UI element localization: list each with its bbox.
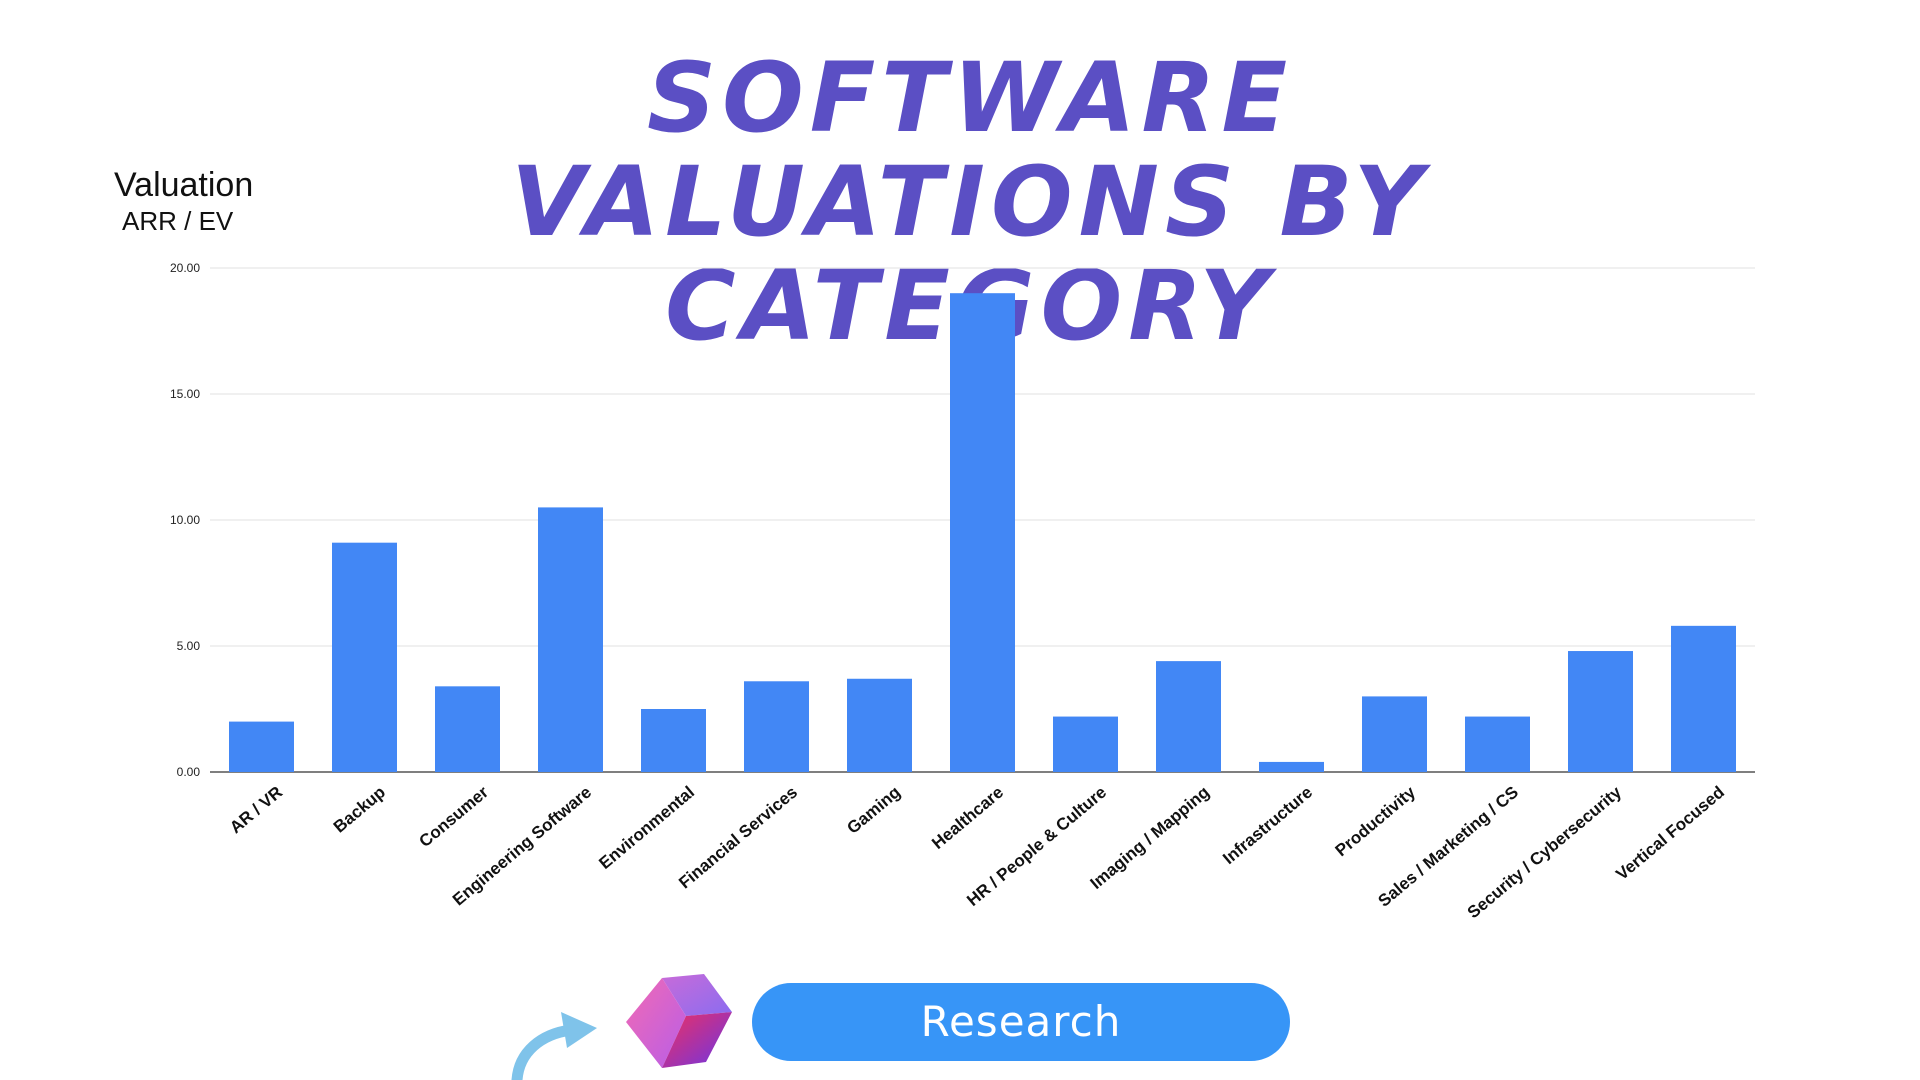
- y-tick-label: 10.00: [170, 513, 200, 527]
- gradient-cube-logo-icon: [626, 974, 732, 1068]
- x-tick-label: Productivity: [1332, 782, 1420, 860]
- bar: [332, 542, 397, 772]
- x-tick-label: Backup: [330, 783, 389, 837]
- x-tick-label: Healthcare: [928, 783, 1007, 853]
- y-tick-label: 0.00: [177, 765, 201, 779]
- x-tick-label: Gaming: [843, 783, 904, 838]
- x-tick-label: Vertical Focused: [1612, 783, 1728, 884]
- bar: [1053, 716, 1118, 772]
- x-tick-label: Environmental: [595, 783, 698, 873]
- bar: [229, 721, 294, 772]
- research-button[interactable]: Research: [752, 983, 1290, 1061]
- bar: [1259, 761, 1324, 772]
- bar: [847, 678, 912, 772]
- y-tick-label: 20.00: [170, 261, 200, 275]
- chart-title: Software Valuations by Category: [511, 42, 1429, 358]
- y-tick-label: 15.00: [170, 387, 200, 401]
- bar-chart: 0.00 5.00 10.00 15.00 20.00 AR / VR Backup Cons…: [170, 261, 1755, 922]
- bar: [950, 293, 1015, 772]
- bar: [1465, 716, 1530, 772]
- y-axis-label: Valuation: [114, 166, 254, 204]
- bar: [1671, 625, 1736, 772]
- bar: [641, 709, 706, 772]
- x-tick-label: Infrastructure: [1219, 783, 1316, 869]
- bar: [538, 507, 603, 772]
- y-tick-label: 5.00: [177, 639, 201, 653]
- bar: [1568, 651, 1633, 772]
- y-axis-sublabel: ARR / EV: [122, 206, 234, 236]
- bar: [1362, 696, 1427, 772]
- curved-arrow-icon: [511, 1012, 597, 1080]
- bar: [744, 681, 809, 772]
- x-tick-label: AR / VR: [226, 783, 286, 838]
- bar: [435, 686, 500, 772]
- bar: [1156, 661, 1221, 772]
- x-tick-label: Consumer: [415, 782, 492, 851]
